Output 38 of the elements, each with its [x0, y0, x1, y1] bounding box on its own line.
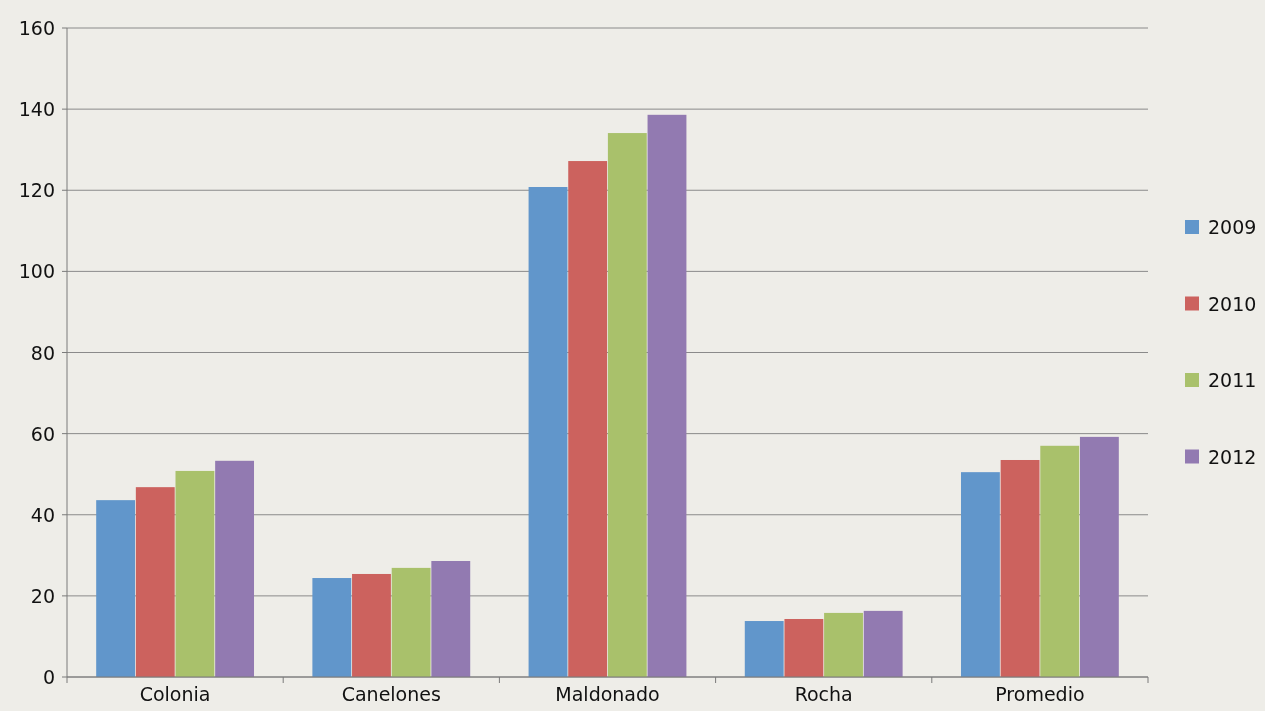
- x-tick-label: Maldonado: [555, 683, 660, 705]
- legend-label: 2010: [1208, 292, 1257, 315]
- bar: [312, 578, 352, 677]
- legend-label: 2012: [1208, 445, 1257, 468]
- y-tick-label: 120: [18, 179, 55, 202]
- bar: [784, 619, 824, 677]
- bar: [568, 161, 608, 677]
- x-tick-label: Colonia: [139, 683, 211, 705]
- y-tick-label: 160: [18, 17, 55, 39]
- bar: [528, 187, 568, 677]
- y-tick-label: 20: [30, 584, 55, 607]
- bar: [863, 610, 903, 677]
- bar: [215, 460, 255, 677]
- bar: [1079, 436, 1119, 677]
- x-tick-label: Rocha: [794, 683, 853, 705]
- bar: [824, 612, 863, 677]
- legend-label: 2011: [1208, 369, 1257, 391]
- bar: [960, 472, 1000, 677]
- bar: [607, 133, 647, 677]
- bar: [1000, 459, 1040, 677]
- y-tick-label: 140: [18, 98, 55, 121]
- bar: [96, 500, 136, 677]
- bar: [352, 573, 391, 677]
- y-tick-label: 100: [18, 260, 55, 283]
- y-tick-label: 60: [30, 422, 55, 445]
- x-tick-label: Canelones: [341, 683, 441, 705]
- bar: [647, 114, 687, 677]
- bar: [1040, 445, 1080, 677]
- legend-label: 2009: [1208, 216, 1257, 238]
- bar: [391, 567, 431, 677]
- bar: [431, 560, 471, 677]
- y-tick-label: 0: [42, 666, 55, 688]
- y-tick-label: 80: [30, 341, 55, 364]
- bar: [175, 470, 215, 677]
- y-tick-label: 40: [30, 503, 55, 526]
- x-tick-label: Promedio: [995, 683, 1085, 705]
- bar: [135, 487, 175, 677]
- bar: [744, 621, 784, 677]
